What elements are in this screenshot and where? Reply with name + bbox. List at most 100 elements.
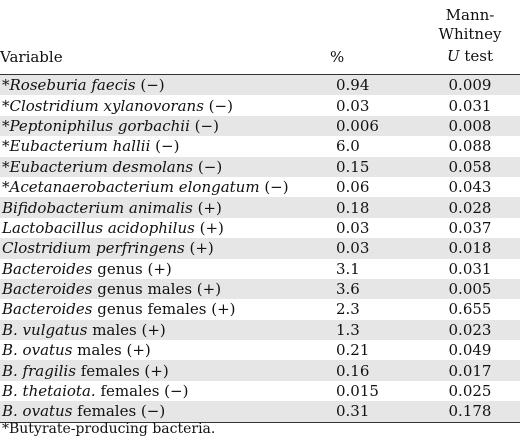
- table-row: B. vulgatus males (+) 1.3 0.023: [0, 319, 520, 341]
- taxon-qualifier: (−): [189, 116, 219, 135]
- cell-p-value: 0.023: [420, 319, 520, 341]
- table-row: *Acetanaerobacterium elongatum (−) 0.06 0.…: [0, 177, 520, 197]
- taxon-name: Bacteroides: [2, 259, 93, 278]
- taxon-qualifier: females (−): [72, 402, 166, 421]
- cell-percent: 0.18: [330, 197, 420, 218]
- results-table: Mann-Whitney Variable % U test *Roseburi…: [0, 0, 520, 423]
- cell-variable: B. ovatus males (+): [0, 340, 330, 360]
- taxon-name: Bacteroides: [2, 280, 93, 299]
- cell-percent: 2.3: [336, 300, 360, 319]
- table-row: *Peptoniphilus gorbachii (−) 0.006 0.008: [0, 115, 520, 137]
- cell-variable: Clostridium perfringens (+): [0, 238, 330, 259]
- taxon-qualifier: (+): [184, 239, 214, 258]
- taxon-qualifier: genus females (+): [92, 300, 236, 319]
- taxon-qualifier: (−): [135, 76, 165, 95]
- cell-percent: 0.006: [330, 115, 420, 137]
- cell-variable: Bifidobacterium animalis (+): [0, 197, 330, 218]
- taxon-name: Peptoniphilus gorbachii: [9, 116, 190, 135]
- butyrate-marker: *: [2, 178, 10, 197]
- taxon-qualifier: genus (+): [92, 259, 172, 278]
- taxon-qualifier: females (+): [75, 361, 169, 380]
- cell-p-value: 0.655: [448, 300, 492, 319]
- table-row: Bacteroides genus (+) 3.1 0.031: [0, 259, 520, 279]
- table-row: B. thetaiota. females (−) 0.015 0.025: [0, 381, 520, 401]
- cell-percent: 0.16: [330, 360, 420, 381]
- taxon-name: Bacteroides: [2, 300, 93, 319]
- table-body: *Roseburia faecis (−) 0.94 0.009 *Clostridi…: [0, 74, 520, 423]
- cell-percent: 1.3: [330, 319, 420, 341]
- header-percent: %: [330, 44, 420, 75]
- taxon-name: Clostridium perfringens: [2, 239, 185, 258]
- cell-variable: B. vulgatus males (+): [0, 319, 330, 341]
- taxon-qualifier: (−): [150, 137, 180, 156]
- taxon-name: Bifidobacterium animalis: [2, 198, 193, 217]
- cell-p-value: 0.037: [448, 218, 492, 237]
- cell-percent: 3.1: [336, 259, 360, 278]
- taxon-qualifier: genus males (+): [92, 280, 222, 299]
- cell-p-value: 0.017: [420, 360, 520, 381]
- cell-p-value: 0.018: [420, 238, 520, 259]
- taxon-name: B. ovatus: [2, 341, 73, 360]
- taxon-name: Eubacterium desmolans: [9, 157, 194, 176]
- cell-percent: 0.03: [330, 238, 420, 259]
- cell-percent: 3.6: [330, 278, 420, 300]
- table-row: *Eubacterium desmolans (−) 0.15 0.058: [0, 156, 520, 177]
- taxon-name: Lactobacillus acidophilus: [2, 218, 195, 237]
- cell-variable: B. fragilis females (+): [0, 360, 330, 381]
- cell-percent: 0.94: [330, 74, 420, 96]
- table-row: Clostridium perfringens (+) 0.03 0.018: [0, 238, 520, 259]
- cell-p-value: 0.025: [448, 382, 492, 401]
- butyrate-marker: *: [2, 96, 10, 115]
- cell-variable: *Eubacterium desmolans (−): [0, 156, 330, 177]
- cell-p-value: 0.088: [448, 137, 492, 156]
- header-mann-whitney-line1: Mann-Whitney: [438, 6, 502, 43]
- table-row: Bacteroides genus males (+) 3.6 0.005: [0, 278, 520, 300]
- table-row: *Eubacterium hallii (−) 6.0 0.088: [0, 136, 520, 156]
- cell-variable: *Acetanaerobacterium elongatum (−): [0, 177, 330, 197]
- taxon-qualifier: (+): [192, 198, 222, 217]
- cell-percent: 0.31: [330, 401, 420, 423]
- cell-percent: 0.03: [336, 218, 370, 237]
- taxon-name: Eubacterium hallii: [9, 137, 151, 156]
- butyrate-marker: *: [2, 157, 10, 176]
- cell-variable: *Clostridium xylanovorans (−): [0, 95, 330, 115]
- cell-percent: 6.0: [336, 137, 360, 156]
- cell-p-value: 0.009: [420, 74, 520, 96]
- cell-variable: B. thetaiota. females (−): [0, 381, 330, 401]
- table-row: Lactobacillus acidophilus (+) 0.03 0.037: [0, 218, 520, 238]
- cell-variable: Bacteroides genus females (+): [0, 299, 330, 319]
- table-row: Bacteroides genus females (+) 2.3 0.655: [0, 299, 520, 319]
- taxon-name: B. vulgatus: [2, 320, 88, 339]
- cell-p-value: 0.031: [448, 96, 492, 115]
- cell-variable: *Eubacterium hallii (−): [0, 136, 330, 156]
- taxon-name: Clostridium xylanovorans: [9, 96, 204, 115]
- cell-p-value: 0.005: [420, 278, 520, 300]
- table-row: *Clostridium xylanovorans (−) 0.03 0.031: [0, 95, 520, 115]
- header-variable: Variable: [0, 44, 330, 75]
- footnote: *Butyrate-producing bacteria.: [2, 421, 216, 437]
- cell-variable: Bacteroides genus males (+): [0, 278, 330, 300]
- taxon-name: B. fragilis: [2, 361, 76, 380]
- cell-p-value: 0.008: [420, 115, 520, 137]
- header-u-italic: U: [446, 47, 460, 65]
- taxon-qualifier: (−): [259, 178, 289, 197]
- table-row: B. ovatus males (+) 0.21 0.049: [0, 340, 520, 360]
- cell-percent: 0.06: [336, 178, 370, 197]
- cell-percent: 0.15: [330, 156, 420, 177]
- cell-p-value: 0.031: [448, 259, 492, 278]
- table-header: Mann-Whitney Variable % U test: [0, 0, 520, 75]
- cell-variable: B. ovatus females (−): [0, 401, 330, 423]
- taxon-qualifier: (−): [203, 96, 233, 115]
- taxon-name: Acetanaerobacterium elongatum: [9, 178, 260, 197]
- cell-p-value: 0.049: [448, 341, 492, 360]
- cell-p-value: 0.028: [420, 197, 520, 218]
- taxon-name: B. ovatus: [2, 402, 73, 421]
- taxon-name: B. thetaiota.: [2, 382, 96, 401]
- header-test: test: [459, 47, 494, 65]
- taxon-name: Roseburia faecis: [9, 76, 136, 95]
- cell-variable: *Peptoniphilus gorbachii (−): [0, 115, 330, 137]
- table-row: *Roseburia faecis (−) 0.94 0.009: [0, 74, 520, 96]
- taxon-qualifier: males (+): [72, 341, 151, 360]
- taxon-qualifier: (+): [194, 218, 224, 237]
